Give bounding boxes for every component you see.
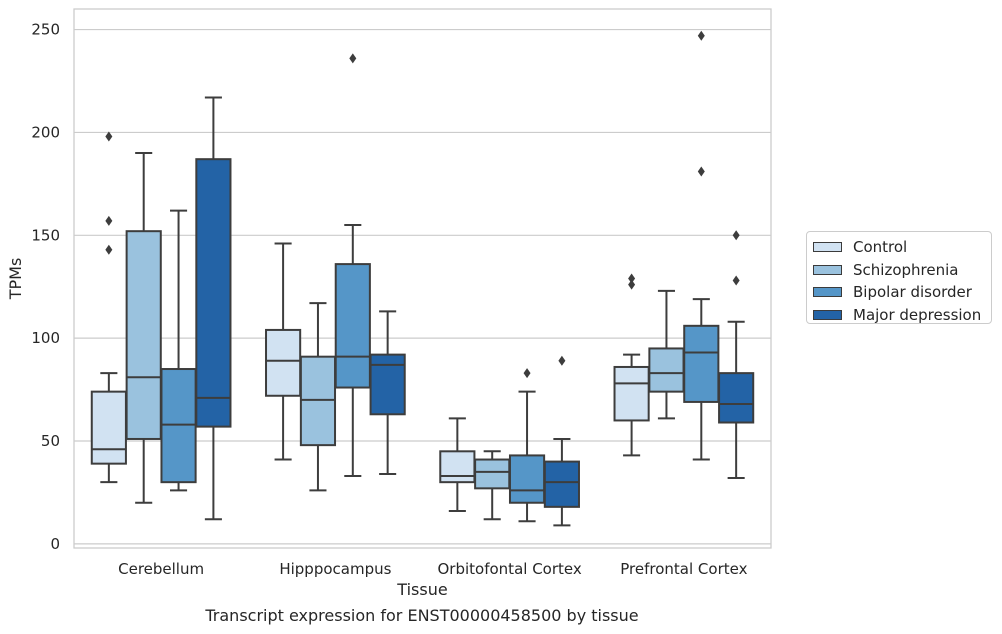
box-schizophrenia xyxy=(474,450,511,521)
box-iqr xyxy=(125,230,162,440)
legend-swatch xyxy=(813,287,842,298)
legend-item: Control xyxy=(813,236,991,259)
legend-item: Bipolar disorder xyxy=(813,281,991,304)
x-tick-label: Cerebellum xyxy=(118,560,204,578)
box-control xyxy=(439,417,476,512)
outlier-point xyxy=(105,215,113,226)
box-iqr xyxy=(265,328,302,397)
outlier-point xyxy=(697,30,705,41)
outlier-point xyxy=(628,273,636,284)
box-iqr xyxy=(648,347,685,393)
x-tick-label: Orbitofontal Cortex xyxy=(438,560,582,578)
outlier-point xyxy=(628,279,636,290)
legend-label: Bipolar disorder xyxy=(853,283,972,302)
box-bipolar-disorder xyxy=(334,53,371,477)
box-iqr xyxy=(160,368,197,484)
box-iqr xyxy=(195,158,232,428)
legend-label: Control xyxy=(853,238,908,257)
legend-swatch xyxy=(813,242,842,253)
box-bipolar-disorder xyxy=(683,30,720,461)
box-iqr xyxy=(90,390,127,465)
y-axis-ticks: 0 50 100 150 200 250 xyxy=(31,21,60,553)
outlier-point xyxy=(523,368,531,379)
outlier-point xyxy=(349,53,357,64)
outlier-point xyxy=(732,275,740,286)
legend-swatch xyxy=(813,264,842,275)
chart-caption: Transcript expression for ENST0000045850… xyxy=(205,606,639,625)
box-iqr xyxy=(299,355,337,447)
box-major-depression xyxy=(195,96,232,521)
box-control xyxy=(90,131,127,484)
box-major-depression xyxy=(369,310,406,475)
box-iqr xyxy=(613,365,650,422)
y-tick-label: 50 xyxy=(41,432,60,450)
legend-label: Major depression xyxy=(853,305,982,324)
plot-area-frame xyxy=(73,8,772,549)
x-axis-ticks: Cerebellum Hipppocampus Orbitofontal Corte… xyxy=(118,560,747,578)
outlier-point xyxy=(105,244,113,255)
box-bipolar-disorder xyxy=(160,209,197,492)
legend-item: Schizophrenia xyxy=(813,259,991,282)
box-iqr xyxy=(369,353,406,416)
outlier-point xyxy=(697,166,705,177)
box-iqr xyxy=(334,263,371,389)
legend-label: Schizophrenia xyxy=(853,260,959,279)
y-tick-label: 100 xyxy=(31,329,60,347)
legend: Control Schizophrenia Bipolar disorder Majo… xyxy=(806,231,992,324)
y-axis-label: TPMs xyxy=(6,258,25,301)
box-major-depression xyxy=(543,355,580,527)
boxes xyxy=(90,30,755,527)
y-tick-label: 150 xyxy=(31,226,60,244)
y-tick-label: 0 xyxy=(50,535,60,553)
outlier-point xyxy=(105,131,113,142)
box-bipolar-disorder xyxy=(508,368,546,523)
x-tick-label: Hipppocampus xyxy=(279,560,391,578)
box-iqr xyxy=(718,372,755,424)
box-schizophrenia xyxy=(125,152,162,504)
legend-item: Major depression xyxy=(813,304,991,327)
legend-swatch xyxy=(813,309,842,320)
box-schizophrenia xyxy=(648,289,685,420)
box-iqr xyxy=(439,450,476,484)
x-tick-label: Prefrontal Cortex xyxy=(620,560,747,578)
box-schizophrenia xyxy=(299,302,337,492)
box-iqr xyxy=(683,324,720,403)
y-tick-label: 250 xyxy=(31,21,60,39)
box-iqr xyxy=(474,458,511,490)
y-tick-label: 200 xyxy=(31,123,60,141)
box-iqr xyxy=(543,460,580,508)
box-major-depression xyxy=(718,230,755,480)
outlier-point xyxy=(732,230,740,241)
x-axis-label: Tissue xyxy=(396,580,447,599)
box-control xyxy=(613,273,650,457)
box-control xyxy=(265,242,302,461)
outlier-point xyxy=(558,355,566,366)
box-iqr xyxy=(508,454,546,504)
